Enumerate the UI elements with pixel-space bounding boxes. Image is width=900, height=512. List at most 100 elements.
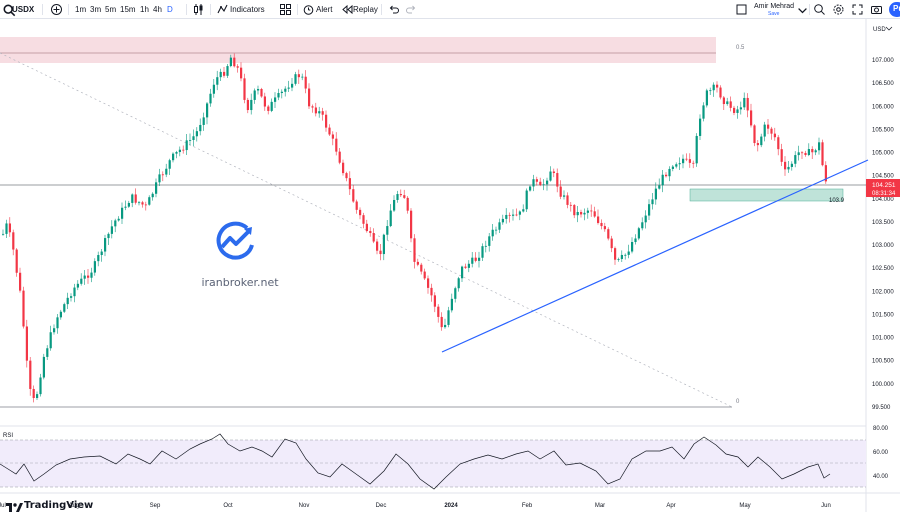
- rsi-tick-80: 80.00: [873, 426, 889, 432]
- replay-rewind-icon[interactable]: [341, 3, 354, 16]
- chart-area[interactable]: 0.5 0 103.9 RSI USD 107.000 106.500 106.00…: [0, 19, 900, 512]
- candle-body: [121, 207, 124, 219]
- indicators-icon[interactable]: [216, 3, 229, 16]
- supply-zone-rectangle[interactable]: [0, 37, 716, 63]
- interval-15m[interactable]: 15m: [120, 5, 136, 14]
- candle-body: [209, 93, 212, 104]
- time-tick-label: Jul: [0, 503, 6, 509]
- candle-body: [678, 163, 681, 165]
- candle-body: [784, 161, 787, 170]
- candle-body: [590, 210, 593, 212]
- candle-body: [233, 57, 236, 67]
- currency-label: USD: [873, 27, 886, 33]
- interval-1m[interactable]: 1m: [75, 5, 87, 14]
- candle-body: [634, 238, 637, 243]
- save-layout-link[interactable]: Save: [768, 11, 780, 17]
- candle-body: [624, 254, 627, 256]
- add-symbol-icon[interactable]: [50, 3, 63, 16]
- interval-3m[interactable]: 3m: [90, 5, 102, 14]
- candle-body: [746, 97, 749, 111]
- candle-body: [559, 186, 562, 197]
- candle-body: [270, 101, 273, 111]
- candle-body: [376, 241, 379, 251]
- candles-chart-type-icon[interactable]: [192, 3, 205, 16]
- candle-body: [658, 185, 661, 189]
- replay-button[interactable]: Replay: [353, 5, 378, 14]
- camera-icon[interactable]: [870, 3, 883, 16]
- undo-icon[interactable]: [387, 3, 400, 16]
- publish-button[interactable]: Pu: [889, 2, 900, 17]
- candle-body: [100, 251, 103, 256]
- price-tick-label: 104.500: [872, 174, 894, 180]
- alert-button[interactable]: Alert: [316, 5, 333, 14]
- layout-square-icon[interactable]: [735, 3, 748, 16]
- candle-body: [699, 118, 702, 136]
- candle-body: [403, 195, 406, 198]
- candle-body: [311, 106, 314, 108]
- candle-body: [284, 88, 287, 92]
- time-axis[interactable]: Jul Aug Sep Oct Nov Dec 2024 Feb Mar Apr May Jun: [0, 503, 831, 509]
- alarm-clock-icon[interactable]: [302, 3, 315, 16]
- indicators-button[interactable]: Indicators: [230, 5, 265, 14]
- candle-body: [733, 107, 736, 113]
- quick-search-icon[interactable]: [813, 3, 826, 16]
- price-tick-label: 105.000: [872, 151, 894, 157]
- demand-zone-rectangle[interactable]: [689, 188, 844, 202]
- layouts-grid-icon[interactable]: [279, 3, 292, 16]
- candle-body: [32, 388, 35, 399]
- candle-body: [175, 152, 178, 154]
- price-chart-svg[interactable]: 0.5 0 103.9 RSI USD 107.000 106.500 106.00…: [0, 19, 900, 512]
- candle-body: [716, 84, 719, 88]
- candle-body: [2, 233, 5, 235]
- candle-body: [552, 171, 555, 174]
- candle-body: [433, 295, 436, 307]
- price-tick-label: 101.500: [872, 312, 894, 318]
- toolbar-divider: [186, 4, 187, 15]
- candle-body: [627, 251, 630, 255]
- candle-body: [750, 110, 753, 126]
- price-axis[interactable]: 107.000 106.500 106.000 105.500 105.000 104.5…: [872, 58, 894, 411]
- candle-body: [797, 152, 800, 156]
- candle-body: [648, 204, 651, 216]
- candle-body: [93, 261, 96, 273]
- candle-body: [195, 131, 198, 137]
- candle-body: [597, 216, 600, 223]
- time-tick-label: Jun: [821, 503, 831, 509]
- interval-5m[interactable]: 5m: [105, 5, 117, 14]
- candle-body: [423, 271, 426, 279]
- symbol-search-button[interactable]: USDX: [12, 5, 35, 14]
- currency-chevron-icon[interactable]: [885, 26, 893, 31]
- candle-body: [158, 174, 161, 183]
- candle-body: [804, 152, 807, 155]
- candle-body: [811, 149, 814, 153]
- candle-body: [148, 197, 151, 205]
- candle-body: [603, 226, 606, 230]
- interval-4h[interactable]: 4h: [153, 5, 162, 14]
- candle-body: [654, 188, 657, 200]
- candle-body: [722, 97, 725, 105]
- user-layout-menu[interactable]: Amir Mehrad Save: [748, 1, 808, 18]
- candle-body: [36, 394, 39, 399]
- candle-body: [726, 101, 729, 105]
- candle-body: [529, 186, 532, 191]
- redo-icon[interactable]: [405, 3, 418, 16]
- fullscreen-icon[interactable]: [851, 3, 864, 16]
- candle-body: [372, 233, 375, 242]
- candle-body: [73, 287, 76, 297]
- chevron-down-icon[interactable]: [796, 4, 807, 14]
- candle-body: [756, 143, 759, 146]
- bar-countdown: 08:31:34: [872, 191, 896, 197]
- search-icon[interactable]: [3, 4, 16, 17]
- candle-body: [393, 199, 396, 211]
- candle-body: [107, 233, 110, 239]
- gear-icon[interactable]: [832, 3, 845, 16]
- candle-body: [688, 159, 691, 163]
- interval-1h[interactable]: 1h: [140, 5, 149, 14]
- candle-body: [46, 348, 49, 357]
- uptrend-line[interactable]: [441, 159, 869, 353]
- interval-1d[interactable]: D: [167, 5, 173, 14]
- rsi-tick-60: 60.00: [873, 450, 889, 456]
- candle-body: [87, 275, 90, 278]
- candle-body: [702, 105, 705, 119]
- time-tick-label: Aug: [69, 503, 80, 509]
